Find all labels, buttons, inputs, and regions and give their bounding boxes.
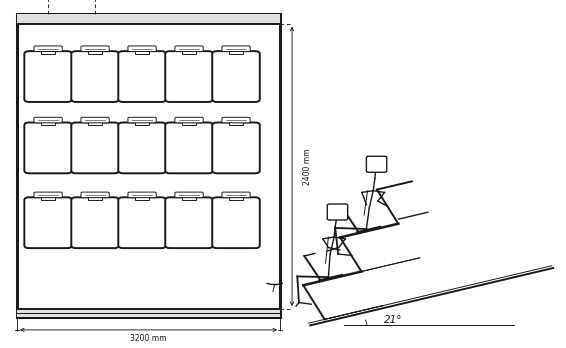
Bar: [88, 122, 102, 125]
FancyBboxPatch shape: [17, 14, 280, 317]
FancyBboxPatch shape: [165, 197, 213, 248]
Bar: [135, 50, 149, 54]
FancyBboxPatch shape: [71, 122, 119, 173]
FancyBboxPatch shape: [128, 46, 156, 52]
FancyBboxPatch shape: [34, 117, 62, 123]
FancyBboxPatch shape: [165, 122, 213, 173]
FancyBboxPatch shape: [71, 197, 119, 248]
Bar: [229, 122, 243, 125]
FancyBboxPatch shape: [165, 51, 213, 102]
FancyBboxPatch shape: [71, 51, 119, 102]
FancyBboxPatch shape: [175, 192, 203, 198]
Bar: [41, 122, 55, 125]
Text: 21°: 21°: [384, 315, 402, 325]
FancyBboxPatch shape: [222, 192, 250, 198]
FancyBboxPatch shape: [118, 197, 166, 248]
FancyBboxPatch shape: [34, 192, 62, 198]
FancyBboxPatch shape: [366, 156, 387, 172]
Bar: [17, 14, 280, 24]
Bar: [182, 50, 196, 54]
FancyBboxPatch shape: [118, 122, 166, 173]
FancyBboxPatch shape: [81, 46, 109, 52]
FancyBboxPatch shape: [118, 51, 166, 102]
FancyBboxPatch shape: [327, 204, 348, 220]
FancyBboxPatch shape: [81, 117, 109, 123]
FancyBboxPatch shape: [24, 197, 72, 248]
FancyBboxPatch shape: [81, 192, 109, 198]
Bar: [229, 50, 243, 54]
FancyBboxPatch shape: [24, 122, 72, 173]
FancyBboxPatch shape: [175, 46, 203, 52]
FancyBboxPatch shape: [34, 46, 62, 52]
FancyBboxPatch shape: [175, 117, 203, 123]
Bar: [41, 50, 55, 54]
Text: 3200 mm: 3200 mm: [130, 334, 167, 343]
Bar: [17, 309, 280, 317]
Bar: [182, 122, 196, 125]
FancyBboxPatch shape: [128, 192, 156, 198]
FancyBboxPatch shape: [222, 117, 250, 123]
FancyBboxPatch shape: [128, 117, 156, 123]
FancyBboxPatch shape: [24, 51, 72, 102]
Bar: [88, 50, 102, 54]
Text: 2400 mm: 2400 mm: [303, 148, 312, 184]
Bar: [88, 197, 102, 200]
FancyBboxPatch shape: [222, 46, 250, 52]
FancyBboxPatch shape: [212, 122, 260, 173]
Bar: [135, 197, 149, 200]
Bar: [229, 197, 243, 200]
FancyBboxPatch shape: [212, 51, 260, 102]
FancyBboxPatch shape: [212, 197, 260, 248]
Bar: [41, 197, 55, 200]
Bar: [135, 122, 149, 125]
Bar: [182, 197, 196, 200]
